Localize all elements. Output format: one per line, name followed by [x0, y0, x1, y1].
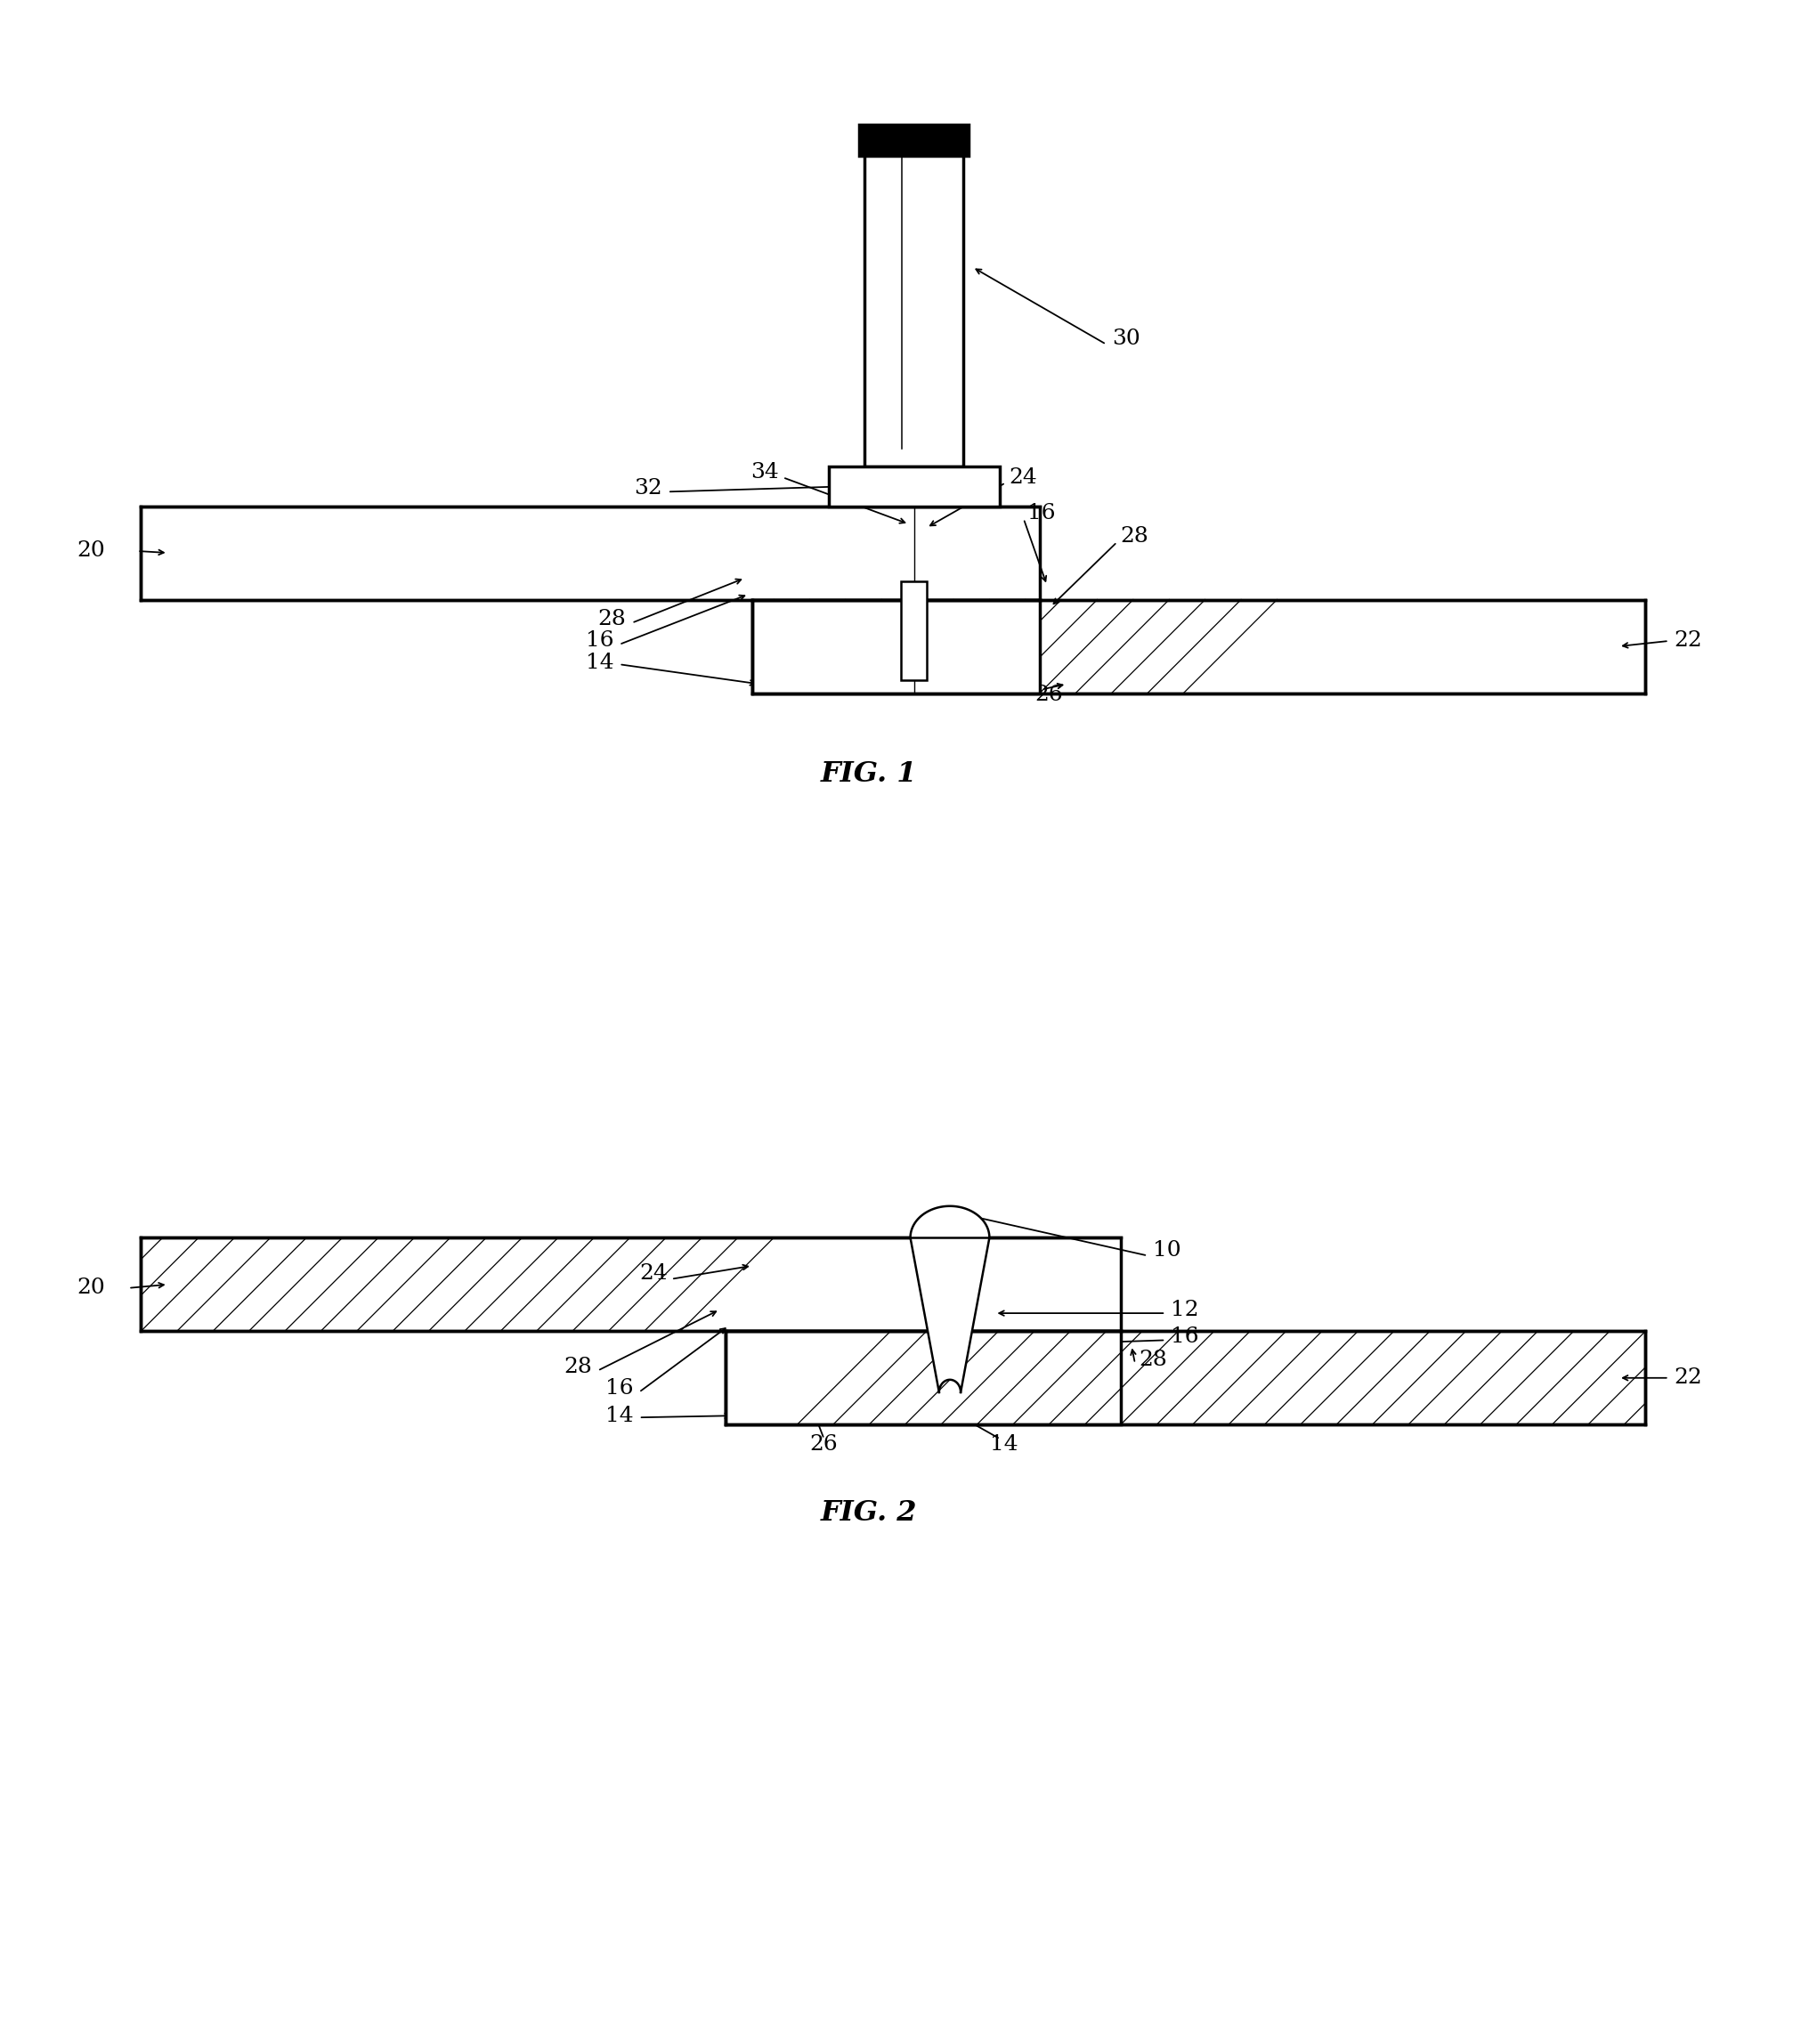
Text: FIG. 1: FIG. 1: [819, 760, 917, 787]
Text: FIG. 2: FIG. 2: [819, 1498, 917, 1527]
Text: 22: 22: [1673, 632, 1702, 652]
Text: 26: 26: [809, 1435, 838, 1455]
Bar: [725, 1331, 1120, 1425]
Bar: [753, 599, 1644, 693]
Text: 14: 14: [990, 1435, 1017, 1455]
Text: 28: 28: [597, 609, 626, 630]
Text: 14: 14: [897, 679, 926, 699]
Text: 24: 24: [639, 1263, 668, 1284]
Text: 14: 14: [586, 652, 613, 672]
Text: 30: 30: [1111, 329, 1140, 350]
Bar: [141, 1239, 1120, 1331]
Bar: [859, 125, 968, 155]
Bar: [753, 599, 1038, 693]
Text: 12: 12: [1170, 1300, 1199, 1320]
Text: 34: 34: [751, 462, 778, 482]
Text: 20: 20: [76, 542, 105, 562]
Text: 10: 10: [1152, 1241, 1181, 1261]
Text: 22: 22: [1673, 1367, 1702, 1388]
Text: 16: 16: [1170, 1327, 1199, 1347]
Text: 16: 16: [604, 1378, 633, 1398]
Polygon shape: [910, 1206, 990, 1239]
Text: 20: 20: [76, 1278, 105, 1298]
Text: 28: 28: [1138, 1349, 1167, 1369]
Text: 32: 32: [633, 478, 662, 499]
Text: 24: 24: [1009, 468, 1037, 489]
Text: 26: 26: [1035, 685, 1062, 705]
Bar: [829, 466, 999, 507]
Bar: [141, 507, 1038, 599]
Bar: [725, 1331, 1644, 1425]
Text: 14: 14: [604, 1406, 633, 1427]
Text: 28: 28: [564, 1357, 592, 1378]
Text: 16: 16: [586, 632, 613, 652]
Text: 28: 28: [1120, 527, 1149, 548]
Bar: [901, 583, 926, 681]
Text: 16: 16: [1028, 503, 1055, 523]
Bar: [865, 135, 962, 466]
Polygon shape: [910, 1239, 990, 1392]
